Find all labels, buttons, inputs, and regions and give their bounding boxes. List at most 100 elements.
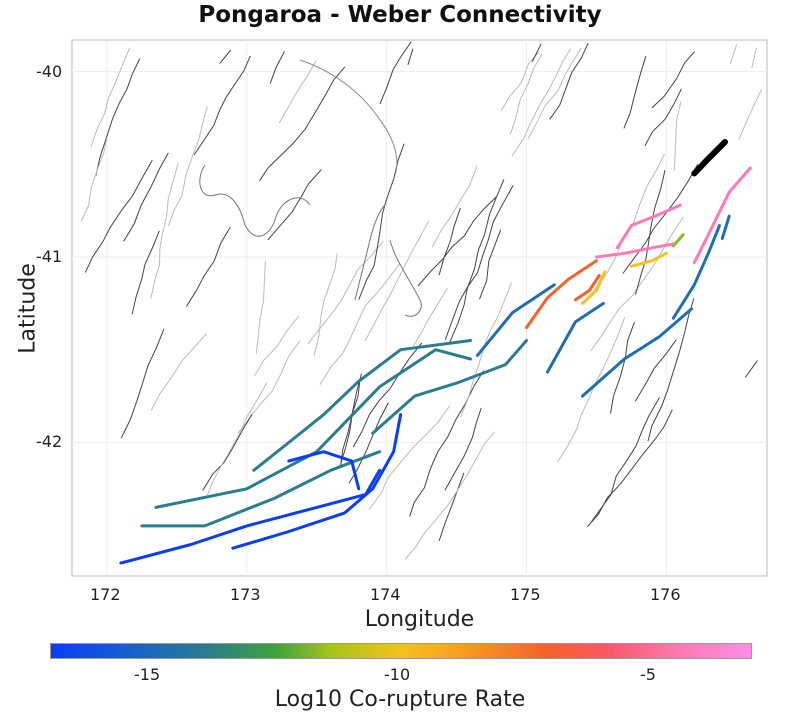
rupture-green-short xyxy=(671,233,685,248)
rupture-teal-east-1 xyxy=(671,224,721,320)
rupture-teal-south-3 xyxy=(371,339,528,435)
background-fault-trace xyxy=(167,106,208,227)
background-faults xyxy=(80,41,763,560)
background-fault-trace xyxy=(206,382,268,497)
rupture-blue-mid-3 xyxy=(580,307,693,398)
background-fault-trace xyxy=(479,229,502,300)
background-fault-trace xyxy=(644,88,682,147)
rupture-teal-east-2 xyxy=(720,214,731,240)
x-tick-175: 175 xyxy=(510,585,541,604)
background-fault-trace xyxy=(587,409,673,528)
grid-lines xyxy=(72,40,767,576)
background-fault-trace xyxy=(751,47,757,69)
coastline xyxy=(199,164,422,317)
background-fault-trace xyxy=(438,472,465,542)
background-fault-trace xyxy=(120,328,165,439)
background-fault-trace xyxy=(80,137,108,222)
rupture-teal-south-2 xyxy=(252,339,472,472)
rupture-pink-north xyxy=(615,203,682,250)
background-fault-trace xyxy=(319,263,401,385)
background-fault-trace xyxy=(635,169,666,295)
background-fault-trace xyxy=(84,160,153,273)
background-fault-trace xyxy=(623,56,647,129)
background-fault-trace xyxy=(202,414,253,491)
background-fault-trace xyxy=(593,153,665,291)
rupture-blue-mid-1 xyxy=(476,283,556,357)
background-fault-trace xyxy=(340,380,361,465)
x-tick-172: 172 xyxy=(90,585,121,604)
background-fault-trace xyxy=(255,260,266,354)
rupture-orange-short xyxy=(573,274,601,302)
rupture-blue-south-2 xyxy=(231,413,403,550)
background-fault-trace xyxy=(254,315,300,377)
background-fault-trace xyxy=(610,321,635,414)
background-fault-trace xyxy=(95,58,141,176)
background-fault-trace xyxy=(531,43,542,62)
background-fault-trace xyxy=(431,165,478,248)
background-fault-trace xyxy=(150,333,207,411)
background-fault-trace xyxy=(267,169,322,241)
background-fault-trace xyxy=(509,54,543,135)
background-fault-trace xyxy=(90,47,131,148)
coastline-curve xyxy=(299,59,398,176)
background-fault-trace xyxy=(438,207,461,276)
background-fault-trace xyxy=(313,253,338,356)
y-tick--42: -42 xyxy=(36,432,63,451)
background-fault-trace xyxy=(150,163,179,299)
background-fault-trace xyxy=(131,230,160,315)
y-tick--40: -40 xyxy=(36,62,63,81)
background-fault-trace xyxy=(340,373,362,464)
x-tick-173: 173 xyxy=(230,585,261,604)
x-tick-176: 176 xyxy=(650,585,681,604)
background-fault-trace xyxy=(404,431,495,560)
background-fault-trace xyxy=(364,220,430,341)
colorbar xyxy=(50,643,752,659)
plot-area xyxy=(71,39,768,577)
background-fault-trace xyxy=(413,287,448,347)
background-fault-trace xyxy=(651,51,695,109)
background-fault-trace xyxy=(407,48,414,65)
background-fault-trace xyxy=(744,360,758,378)
colorbar-label: Log10 Co-rupture Rate xyxy=(274,687,526,712)
rupture-blue-south-3 xyxy=(287,450,361,491)
background-fault-trace xyxy=(738,89,763,140)
background-fault-trace xyxy=(444,407,482,491)
x-tick-174: 174 xyxy=(370,585,401,604)
rupture-teal-south-main xyxy=(154,348,472,509)
colorbar-tick-15: -15 xyxy=(134,665,161,684)
rupture-pink-mid xyxy=(594,242,675,259)
rupture-source xyxy=(691,139,728,177)
background-fault-trace xyxy=(417,196,497,287)
background-fault-trace xyxy=(449,179,505,343)
rupture-yellow-b xyxy=(629,251,668,268)
background-fault-trace xyxy=(193,55,251,156)
background-fault-trace xyxy=(500,51,540,111)
rupture-pink-east xyxy=(692,166,752,265)
background-fault-trace xyxy=(511,48,572,157)
background-fault-trace xyxy=(379,41,412,105)
y-axis-label: Latitude xyxy=(15,263,41,354)
background-fault-trace xyxy=(352,342,423,448)
colorbar-tick-5: -5 xyxy=(640,665,656,684)
chart-title: Pongaroa - Weber Connectivity xyxy=(198,2,602,28)
background-fault-trace xyxy=(527,47,582,139)
rupture-orange-red xyxy=(525,259,598,329)
background-fault-trace xyxy=(647,298,695,442)
background-fault-trace xyxy=(269,51,285,84)
x-axis-label: Longitude xyxy=(364,607,475,632)
background-fault-trace xyxy=(259,66,346,181)
rupture-paths xyxy=(119,139,752,565)
background-fault-trace xyxy=(219,49,232,64)
rupture-teal-south-4 xyxy=(140,450,382,528)
background-fault-trace xyxy=(729,44,738,64)
rupture-blue-south-1 xyxy=(119,468,382,565)
background-fault-trace xyxy=(368,405,451,510)
background-fault-trace xyxy=(622,163,699,274)
background-fault-trace xyxy=(673,101,682,171)
background-fault-trace xyxy=(123,152,169,242)
background-fault-trace xyxy=(444,185,514,340)
background-fault-trace xyxy=(278,60,317,124)
background-fault-trace xyxy=(409,370,485,517)
y-tick--41: -41 xyxy=(36,247,63,266)
background-fault-trace xyxy=(634,339,677,402)
